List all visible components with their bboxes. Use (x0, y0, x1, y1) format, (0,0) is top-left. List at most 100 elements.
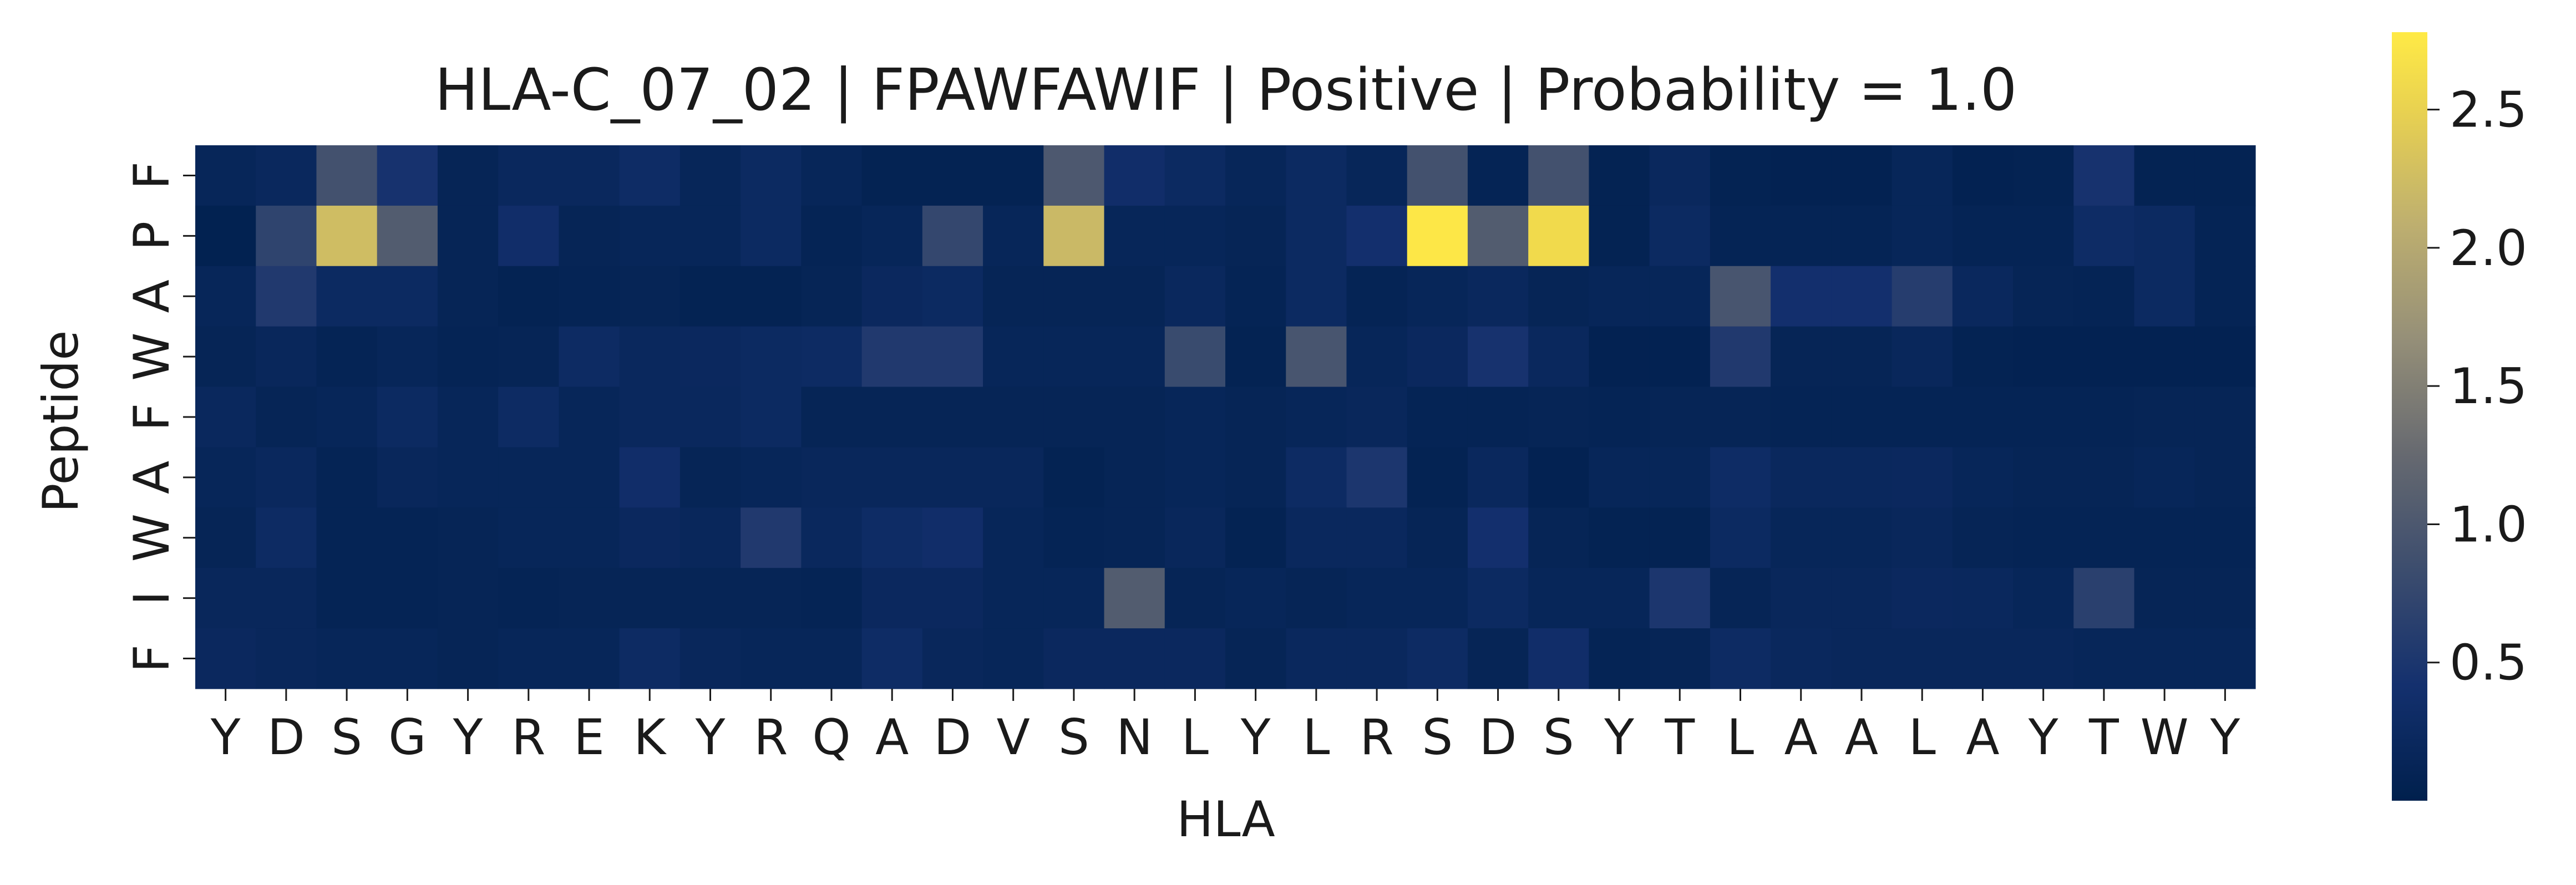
heatmap-cell (1043, 628, 1105, 689)
heatmap-cell (801, 568, 863, 629)
heatmap-cell (1771, 205, 1832, 267)
heatmap-cell (316, 145, 378, 206)
heatmap-cell (559, 628, 620, 689)
heatmap-cell (1467, 205, 1529, 267)
heatmap-cell (1043, 326, 1105, 388)
x-tick-label: L (1181, 709, 1209, 766)
heatmap-cell (1104, 326, 1165, 388)
heatmap-cell (1649, 628, 1711, 689)
y-axis-ticks: FPAWFAWIF (123, 161, 195, 673)
heatmap-cell (741, 507, 802, 568)
x-tick-label: D (1479, 709, 1517, 766)
heatmap-cell (2073, 568, 2135, 629)
heatmap-cell (1771, 266, 1832, 327)
heatmap-cell (1225, 447, 1286, 508)
heatmap-cell (1225, 628, 1286, 689)
y-tick-label: F (123, 403, 180, 431)
heatmap-cell (741, 386, 802, 448)
heatmap-cell (1528, 145, 1590, 206)
heatmap-cell (1771, 507, 1832, 568)
heatmap-cell (1286, 326, 1347, 388)
heatmap-cell (1771, 326, 1832, 388)
heatmap-cell (1952, 326, 2014, 388)
heatmap-cell (559, 568, 620, 629)
heatmap-cell (2194, 326, 2256, 388)
heatmap-cell (1710, 386, 1771, 448)
heatmap-cell (498, 266, 560, 327)
heatmap-cell (256, 145, 317, 206)
heatmap-cell (195, 628, 256, 689)
heatmap-cell (1104, 628, 1165, 689)
heatmap-cell (559, 145, 620, 206)
x-tick-label: L (1302, 709, 1330, 766)
heatmap-cell (1710, 326, 1771, 388)
heatmap-cell (983, 568, 1044, 629)
heatmap-cell (619, 447, 681, 508)
heatmap-cell (1104, 568, 1165, 629)
heatmap-cell (195, 326, 256, 388)
heatmap-cell (195, 507, 256, 568)
heatmap-cell (1346, 568, 1408, 629)
heatmap-cell (437, 145, 499, 206)
heatmap-cell (1286, 145, 1347, 206)
heatmap-cell (1952, 145, 2014, 206)
heatmap-cell (861, 326, 923, 388)
heatmap-cell (559, 326, 620, 388)
heatmap-cell (1649, 205, 1711, 267)
heatmap-cell (316, 507, 378, 568)
heatmap-cell (1528, 386, 1590, 448)
heatmap-cell (1649, 145, 1711, 206)
heatmap-cell (1286, 447, 1347, 508)
heatmap-cell (922, 568, 983, 629)
y-tick-label: I (123, 591, 180, 606)
heatmap-cell (1164, 326, 1226, 388)
x-tick-label: S (1058, 709, 1089, 766)
heatmap-cell (861, 205, 923, 267)
heatmap-cell (2013, 568, 2074, 629)
heatmap-cell (1104, 507, 1165, 568)
x-tick-label: G (388, 709, 426, 766)
heatmap-cell (1043, 266, 1105, 327)
heatmap-cell (498, 145, 560, 206)
colorbar-tick-label: 1.5 (2450, 358, 2527, 415)
heatmap-cell (861, 507, 923, 568)
heatmap-cell (1589, 205, 1650, 267)
heatmap-cell (680, 205, 741, 267)
heatmap-cell (2013, 507, 2074, 568)
heatmap-cell (2073, 447, 2135, 508)
heatmap-cell (1649, 386, 1711, 448)
heatmap-cell (437, 628, 499, 689)
heatmap-cell (1528, 447, 1590, 508)
heatmap-cell (316, 447, 378, 508)
heatmap-cell (983, 507, 1044, 568)
heatmap-cell (1225, 145, 1286, 206)
heatmap-cell (256, 205, 317, 267)
heatmap-cell (2194, 266, 2256, 327)
heatmap-cell (1104, 145, 1165, 206)
heatmap-cell (195, 386, 256, 448)
heatmap-cell (1710, 145, 1771, 206)
heatmap-cell (1771, 447, 1832, 508)
heatmap-cell (2194, 205, 2256, 267)
x-tick-label: R (754, 709, 788, 766)
heatmap-cell (1831, 507, 1893, 568)
heatmap-cell (1407, 326, 1468, 388)
heatmap-cell (801, 326, 863, 388)
heatmap-cell (2134, 205, 2195, 267)
heatmap-cell (1710, 447, 1771, 508)
heatmap-cell (741, 145, 802, 206)
heatmap-cell (1346, 145, 1408, 206)
heatmap-cell (437, 568, 499, 629)
heatmap-cell (1771, 145, 1832, 206)
y-tick-label: A (123, 279, 180, 313)
heatmap-cell (2013, 386, 2074, 448)
heatmap-cell (1225, 266, 1286, 327)
x-tick-label: D (267, 709, 305, 766)
heatmap-cell (741, 205, 802, 267)
x-tick-label: S (331, 709, 362, 766)
heatmap-cell (1043, 205, 1105, 267)
heatmap-cell (680, 266, 741, 327)
heatmap-cell (741, 326, 802, 388)
